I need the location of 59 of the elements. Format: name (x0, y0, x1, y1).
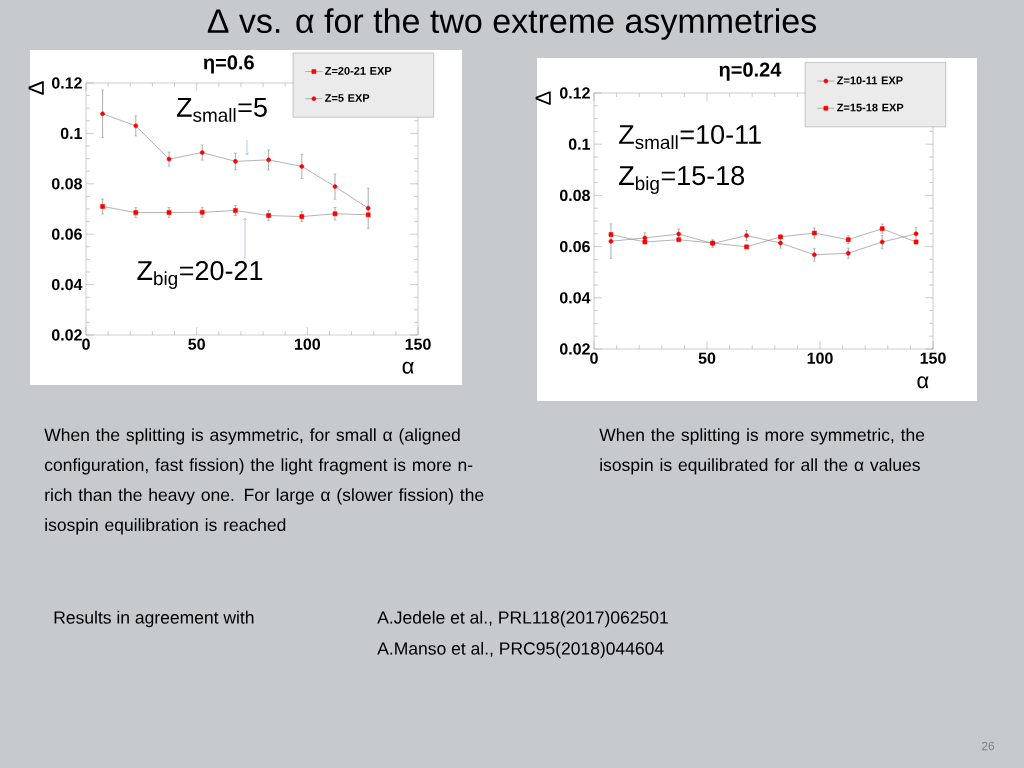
y-tick-label: 0.06 (559, 240, 590, 253)
legend-label: Z=10-11 EXP (837, 76, 903, 85)
point (608, 238, 614, 244)
point (879, 239, 885, 245)
text: When the splitting is more symmetric, the isospin is equilibrated for all the α values (599, 428, 925, 475)
legend-label: Z=15-18 EXP (837, 103, 904, 112)
legend-label: Z=20-21 EXP (325, 66, 392, 75)
text: Results in agreement with (54, 610, 254, 628)
x-tick-label: 100 (294, 338, 321, 350)
text: 26 (981, 741, 995, 751)
x-tick-label: 150 (405, 338, 431, 350)
point (299, 164, 305, 169)
annotation: Z$_{small}$=10-11 (619, 124, 761, 150)
point (100, 111, 105, 117)
y-tick-label: 0.08 (559, 189, 590, 202)
x-axis-title: α (917, 376, 929, 389)
y-axis-title: Δ (535, 91, 551, 105)
text: Δ vs. α for the two extreme asymmetries (207, 8, 816, 40)
point (100, 204, 105, 209)
y-tick-label: 0.12 (51, 77, 82, 89)
point (332, 211, 338, 217)
text: When the splitting is asymmetric, for small α (aligned configuration, fast fission) the light fragment is more n-rich than the heavy one. For large α (slower fission) the isospin equilibration is reached (44, 428, 484, 535)
y-tick-label: 0.12 (559, 87, 590, 99)
point (913, 231, 919, 237)
chart-title: η=0.24 (719, 62, 782, 81)
x-tick-label: 50 (188, 338, 205, 350)
point (166, 156, 172, 162)
x-tick-label: 100 (807, 352, 833, 364)
point (266, 157, 271, 163)
point (133, 123, 139, 129)
point (365, 205, 371, 211)
x-tick-label: 0 (590, 352, 598, 364)
y-tick-label: 0.02 (51, 329, 82, 341)
x-axis-title: α (402, 361, 414, 374)
x-tick-label: 50 (698, 352, 716, 364)
annotation: Z$_{big}$=20-21 (137, 261, 263, 289)
y-tick-label: 0.04 (51, 278, 83, 291)
y-tick-label: 0.04 (559, 292, 591, 304)
chart-title: η=0.6 (203, 55, 254, 74)
legend-label: Z=5 EXP (325, 94, 370, 102)
y-axis-title: Δ (28, 81, 44, 95)
y-tick-label: 0.08 (51, 178, 82, 190)
y-tick-label: 0.1 (568, 138, 591, 150)
point (233, 159, 238, 164)
point (365, 212, 371, 218)
x-tick-label: 150 (920, 352, 946, 364)
y-tick-label: 0.06 (51, 228, 82, 240)
text: A.Manso et al., PRC95(2018)044604 (377, 641, 664, 659)
point (332, 184, 338, 189)
annotation: Z$_{small}$=5 (176, 98, 267, 122)
y-tick-label: 0.02 (559, 343, 590, 355)
point (199, 150, 205, 155)
y-tick-label: 0.1 (60, 127, 83, 140)
point (812, 252, 817, 258)
point (744, 244, 749, 250)
x-tick-label: 0 (82, 338, 90, 350)
annotation: Z$_{big}$=15-18 (619, 166, 745, 194)
point (608, 232, 614, 237)
text: A.Jedele et al., PRL118(2017)062501 (377, 610, 668, 628)
